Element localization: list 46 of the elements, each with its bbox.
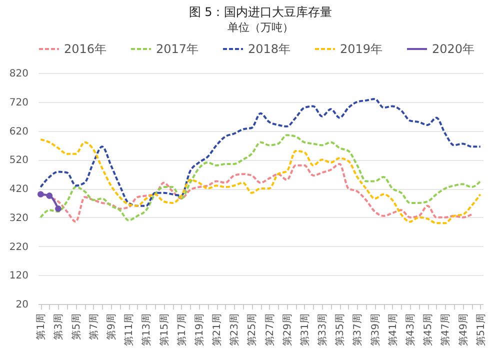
y-tick-label: 120 — [9, 270, 28, 282]
x-tick-label: 第21周 — [211, 314, 224, 346]
x-tick-label: 第11周 — [123, 314, 136, 346]
point — [37, 191, 44, 198]
x-tick-label: 第43周 — [404, 314, 417, 346]
legend-label: 2018年 — [248, 42, 291, 56]
x-tick-label: 第5周 — [70, 314, 82, 340]
legend-label: 2016年 — [64, 42, 107, 56]
y-tick-label: 720 — [9, 97, 28, 108]
y-tick-label: 20 — [16, 300, 28, 310]
y-tick-label: 620 — [9, 126, 28, 138]
y-tick-label: 220 — [9, 242, 28, 253]
x-tick-label: 第19周 — [193, 314, 206, 346]
x-tick-label: 第25周 — [246, 314, 258, 346]
y-tick-label: 420 — [9, 184, 28, 195]
x-tick-label: 第41周 — [386, 314, 399, 346]
x-tick-label: 第15周 — [158, 314, 170, 346]
chart-title: 图 5：国内进口大豆库存量 — [188, 5, 332, 19]
x-tick-label: 第27周 — [264, 314, 276, 346]
legend-label: 2017年 — [156, 42, 199, 56]
x-tick-label: 第13周 — [140, 314, 153, 346]
legend-label: 2019年 — [340, 42, 383, 56]
x-tick-label: 第51周 — [474, 314, 487, 346]
x-tick-label: 第35周 — [334, 314, 346, 346]
x-tick-label: 第39周 — [369, 314, 382, 346]
x-tick-label: 第45周 — [422, 314, 434, 346]
x-tick-label: 第3周 — [52, 314, 65, 340]
x-tick-label: 第33周 — [316, 314, 329, 346]
x-tick-label: 第23周 — [228, 314, 241, 346]
point — [46, 192, 53, 199]
legend-label: 2020年 — [432, 42, 475, 56]
x-tick-label: 第37周 — [352, 314, 364, 346]
x-tick-label: 第1周 — [35, 314, 48, 340]
line-series — [40, 98, 482, 207]
x-tick-label: 第7周 — [88, 314, 100, 340]
point — [55, 206, 62, 212]
y-tick-label: 520 — [9, 155, 28, 166]
x-tick-label: 第49周 — [457, 314, 470, 346]
y-tick-label: 820 — [9, 68, 28, 80]
x-tick-label: 第29周 — [281, 314, 294, 346]
x-tick-label: 第47周 — [440, 314, 452, 346]
x-tick-label: 第9周 — [105, 314, 118, 340]
x-tick-label: 第31周 — [298, 314, 311, 346]
chart-subtitle: 单位（万吨） — [228, 21, 294, 34]
y-tick-label: 320 — [9, 212, 28, 224]
x-tick-label: 第17周 — [176, 314, 188, 346]
